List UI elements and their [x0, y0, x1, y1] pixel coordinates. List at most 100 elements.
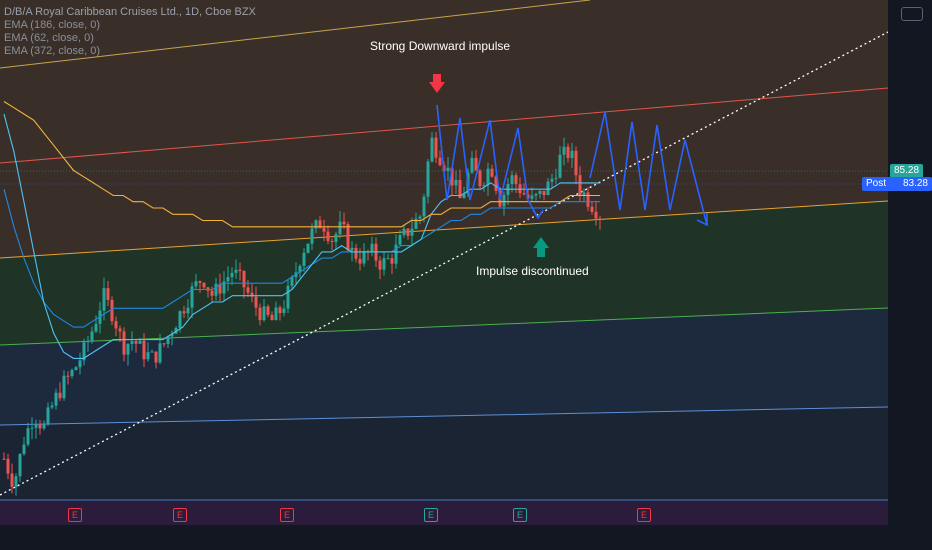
candle-body [274, 307, 278, 321]
candle-body [334, 234, 338, 242]
candle-body [582, 192, 586, 195]
candle-body [90, 331, 94, 341]
candle-body [358, 258, 362, 264]
candle-body [186, 307, 190, 314]
earnings-marker-5[interactable]: E [513, 508, 527, 522]
candle-body [118, 328, 122, 332]
candle-body [510, 175, 514, 184]
candle-body [378, 260, 382, 270]
candle-body [462, 193, 466, 199]
earnings-marker-1[interactable]: E [68, 508, 82, 522]
candle-body [74, 367, 78, 370]
candle-body [150, 351, 154, 353]
candle-body [46, 407, 50, 424]
candle-body [230, 272, 234, 278]
channel-line-blue [0, 406, 889, 426]
zone-navy [0, 308, 888, 425]
earnings-marker-4[interactable]: E [424, 508, 438, 522]
candle-body [426, 161, 430, 197]
candle-body [554, 177, 558, 179]
last-price-tag: 85.28 [890, 164, 924, 178]
candle-body [446, 167, 450, 172]
candle-body [270, 314, 274, 321]
candle-body [234, 269, 238, 273]
candle-body [194, 281, 198, 287]
candle-body [78, 360, 82, 368]
legend-ema-372[interactable]: EMA (372, close, 0) [4, 45, 100, 57]
candle-body [298, 265, 302, 273]
candle-body [214, 283, 218, 296]
candle-body [34, 424, 38, 428]
candle-body [430, 137, 434, 162]
candle-body [222, 281, 226, 294]
legend-ema-62[interactable]: EMA (62, close, 0) [4, 32, 94, 44]
candle-body [338, 221, 342, 235]
candle-body [342, 221, 346, 225]
candle-body [14, 476, 18, 487]
screen-toggle-icon[interactable] [901, 7, 923, 21]
earnings-marker-2[interactable]: E [173, 508, 187, 522]
candle-body [386, 258, 390, 260]
zigzag-projection-left [436, 104, 539, 219]
candle-body [94, 323, 98, 332]
candle-body [42, 423, 46, 429]
earnings-marker-3[interactable]: E [280, 508, 294, 522]
candle-body [306, 243, 310, 253]
candle-body [58, 392, 62, 399]
legend-ema-186[interactable]: EMA (186, close, 0) [4, 19, 100, 31]
candle-body [330, 240, 334, 242]
candle-body [302, 252, 306, 266]
candle-body [482, 185, 486, 187]
candle-body [450, 167, 454, 186]
zigzag-projection-right [589, 111, 708, 226]
candle-body [346, 224, 350, 251]
zone-navy-dark [0, 407, 888, 500]
candle-body [242, 270, 246, 288]
candle-body [398, 235, 402, 245]
candle-body [586, 192, 590, 207]
candle-body [210, 290, 214, 296]
candle-body [518, 184, 522, 194]
candle-body [406, 228, 410, 236]
candle-body [130, 341, 134, 344]
candle-body [190, 286, 194, 308]
earnings-marker-6[interactable]: E [637, 508, 651, 522]
candle-body [534, 193, 538, 196]
ema-372-line [3, 101, 600, 228]
candle-body [102, 288, 106, 311]
candle-body [438, 157, 442, 166]
candle-body [106, 288, 110, 300]
candle-body [122, 331, 126, 355]
candle-body [502, 194, 506, 207]
candle-body [82, 342, 86, 361]
candle-body [154, 351, 158, 363]
post-price-value: 83.28 [902, 178, 928, 189]
candle-body [282, 308, 286, 314]
candle-body [314, 220, 318, 229]
candle-body [278, 307, 282, 314]
candle-body [54, 392, 58, 406]
candle-body [542, 190, 546, 195]
candle-body [66, 375, 70, 377]
candle-body [310, 228, 314, 244]
candle-body [474, 157, 478, 171]
last-price-value: 85.28 [894, 165, 920, 176]
candle-body [318, 220, 322, 229]
candle-body [170, 333, 174, 337]
candle-body [114, 321, 118, 329]
candle-body [566, 146, 570, 159]
candle-body [2, 458, 6, 460]
red-down-arrow [429, 74, 445, 93]
candle-body [286, 285, 290, 309]
candle-body [370, 243, 374, 253]
candle-body [538, 190, 542, 194]
candle-body [250, 292, 254, 297]
candle-body [522, 193, 526, 195]
candle-body [458, 179, 462, 199]
candle-body [434, 137, 438, 158]
candle-body [50, 405, 54, 408]
legend-title: D/B/A Royal Caribbean Cruises Ltd., 1D, … [4, 6, 256, 18]
candle-body [558, 154, 562, 178]
candle-body [530, 195, 534, 199]
